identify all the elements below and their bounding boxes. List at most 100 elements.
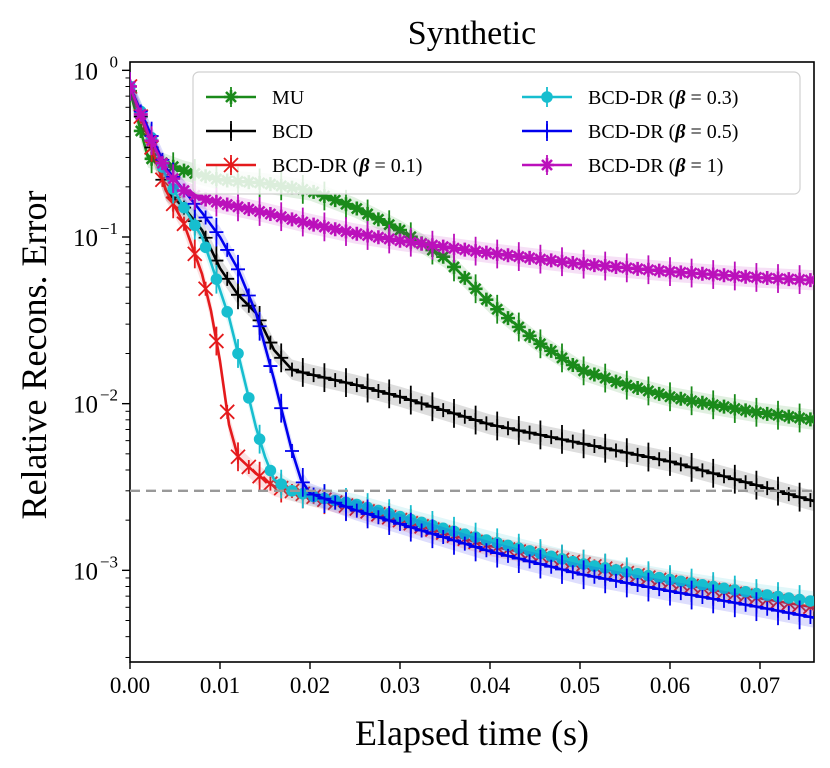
data-point [522, 425, 537, 440]
data-point [220, 271, 235, 286]
data-point [176, 216, 192, 232]
data-point [804, 595, 814, 607]
data-point [177, 163, 191, 178]
data-point [781, 487, 796, 502]
y-tick-exponent: 0 [110, 52, 119, 71]
data-point [587, 258, 602, 273]
data-point [502, 539, 514, 552]
legend-item: BCD-DR (β = 0.3) [522, 87, 738, 109]
data-point [371, 212, 386, 227]
data-point [803, 493, 814, 508]
legend-label: BCD [272, 121, 313, 143]
data-point [306, 217, 321, 232]
data-point [264, 464, 277, 477]
data-point [285, 212, 299, 227]
data-point [328, 495, 343, 510]
data-point [349, 226, 364, 241]
data-point [673, 265, 688, 280]
data-point [717, 399, 731, 414]
data-point [414, 236, 429, 251]
legend-item: BCD [206, 121, 313, 143]
data-point [393, 233, 407, 248]
data-point [436, 249, 451, 264]
data-point [695, 395, 710, 410]
data-point [587, 569, 602, 584]
data-point [371, 230, 386, 245]
data-point [177, 183, 191, 198]
data-point [285, 362, 299, 377]
data-point [652, 386, 667, 401]
x-tick-label: 0.07 [740, 673, 780, 698]
data-point [328, 373, 343, 388]
data-point [178, 201, 190, 214]
data-point [781, 605, 796, 620]
data-point [198, 210, 213, 225]
data-point [457, 536, 472, 551]
data-point [328, 193, 343, 208]
data-point [219, 404, 235, 420]
data-point [540, 158, 554, 172]
data-point [328, 222, 343, 237]
data-point [224, 124, 238, 138]
data-point [197, 281, 214, 297]
data-point [306, 368, 321, 383]
data-point [761, 589, 773, 601]
y-tick-exponent: −1 [100, 219, 118, 238]
data-point [675, 575, 687, 588]
x-tick-label: 0.04 [470, 673, 511, 698]
data-point [263, 206, 278, 221]
data-point [501, 311, 515, 326]
legend-label: BCD-DR (β = 0.5) [588, 121, 738, 143]
data-point [349, 201, 364, 216]
x-tick-label: 0.06 [650, 673, 690, 698]
data-point [263, 359, 278, 374]
x-tick-label: 0.01 [200, 673, 240, 698]
data-point [224, 90, 238, 104]
data-point [587, 439, 602, 454]
axes-frame [129, 61, 815, 663]
data-point [414, 396, 429, 411]
x-tick-label: 0.03 [380, 673, 420, 698]
legend-label: MU [272, 87, 305, 109]
x-tick-label: 0.02 [290, 673, 330, 698]
data-point [588, 560, 601, 572]
data-point [760, 271, 775, 286]
data-point [610, 564, 622, 576]
legend-label: BCD-DR (β = 0.1) [272, 155, 422, 177]
legend-label: BCD-DR (β = 0.3) [588, 87, 738, 109]
data-point [394, 510, 406, 523]
data-point [501, 421, 515, 436]
data-point [738, 403, 753, 418]
series-group [130, 72, 814, 630]
data-point [587, 367, 602, 382]
data-point [803, 412, 814, 427]
data-point [522, 554, 537, 569]
legend: MU BCD BCD-DR (β = 0.1) BCD-DR (β = 0.3) BCD… [192, 71, 801, 195]
legend-item: BCD-DR (β = 0.5) [522, 121, 738, 143]
y-axis-label: Relative Recons. Error [14, 191, 54, 520]
data-point [738, 269, 753, 284]
data-point [717, 268, 731, 283]
data-point [393, 389, 407, 404]
data-point [457, 242, 472, 257]
data-point [760, 406, 775, 421]
data-point [457, 270, 472, 285]
y-tick-label: 10 [73, 392, 98, 419]
data-point [695, 266, 710, 281]
data-point [738, 475, 753, 490]
data-point [371, 510, 386, 525]
data-point [630, 381, 645, 396]
data-point [523, 545, 536, 557]
x-axis-label: Elapsed time (s) [355, 713, 589, 753]
data-point [133, 123, 148, 138]
data-point [567, 555, 579, 568]
x-tick-label: 0.00 [110, 673, 150, 698]
data-point [565, 434, 580, 449]
data-point [479, 292, 494, 307]
data-point [609, 443, 623, 458]
data-point [436, 403, 451, 418]
data-point [803, 273, 814, 288]
data-point [522, 328, 537, 343]
